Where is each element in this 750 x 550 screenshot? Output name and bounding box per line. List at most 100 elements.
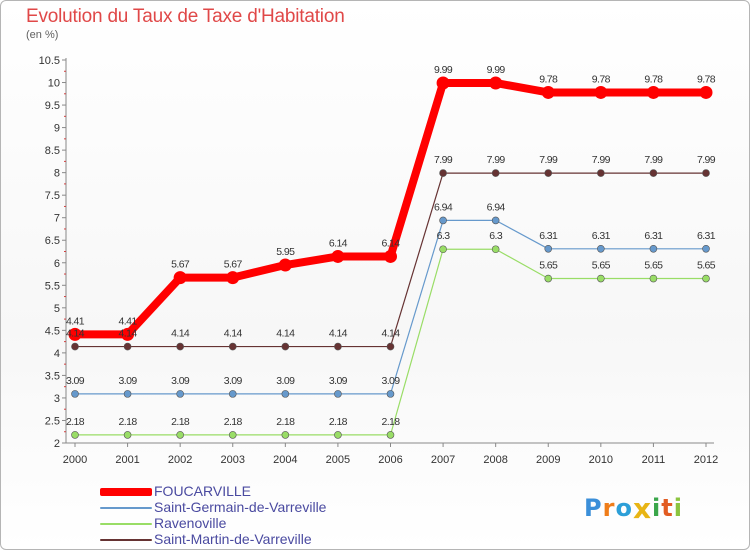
y-tick-label: 9.5 (45, 100, 60, 112)
data-label-3: 4.14 (276, 328, 295, 340)
data-label-2: 2.18 (119, 416, 138, 428)
legend-label: Saint-Germain-de-Varreville (154, 499, 327, 515)
series-point-2 (334, 431, 342, 439)
series-point-3 (597, 169, 605, 177)
series-point-0 (699, 85, 713, 99)
logo-letter: i (652, 494, 662, 522)
y-tick-label: 7 (54, 213, 60, 225)
y-tick-label: 4.5 (45, 325, 60, 337)
y-tick-label: 3.5 (45, 370, 60, 382)
data-label-0: 9.78 (644, 73, 663, 85)
data-label-3: 4.14 (119, 328, 138, 340)
series-point-0 (173, 271, 187, 285)
x-tick-label: 2010 (589, 454, 613, 466)
series-point-2 (386, 431, 395, 439)
data-label-2: 2.18 (66, 416, 85, 428)
series-point-1 (176, 390, 184, 398)
y-tick-label: 10 (48, 78, 60, 90)
logo-letter: P (584, 494, 603, 522)
x-tick-label: 2000 (63, 454, 87, 466)
y-tick-label: 5.5 (45, 280, 60, 292)
series-point-2 (597, 274, 605, 283)
y-tick-label: 6 (54, 258, 60, 270)
proxiti-logo: Proxiti (584, 490, 683, 525)
data-label-1: 6.31 (539, 230, 558, 242)
series-point-0 (436, 76, 450, 90)
series-point-0 (121, 327, 135, 341)
logo-letter: r (602, 494, 616, 522)
legend-swatch (100, 523, 152, 525)
logo-letter: o (615, 494, 633, 522)
y-tick-label: 4 (54, 348, 60, 360)
series-point-3 (281, 342, 290, 351)
series-point-2 (491, 245, 500, 254)
legend-label: Ravenoville (154, 515, 227, 531)
line-chart: 2 2.5 3 3.5 4 4.5 5 5.5 6 6.5 7 7.5 8 8.5 9 9.5 10 10.5 20… (39, 55, 719, 466)
series-point-1 (386, 390, 395, 398)
data-label-1: 6.31 (592, 230, 611, 242)
series-point-2 (228, 431, 237, 439)
logo-letter: x (632, 492, 652, 525)
data-label-2: 2.18 (329, 416, 348, 428)
series-point-1 (123, 390, 132, 398)
data-label-2: 2.18 (381, 416, 400, 428)
data-label-2: 5.65 (644, 260, 663, 272)
series-point-0 (646, 85, 660, 99)
data-label-3: 7.99 (592, 154, 611, 166)
series-point-1 (649, 244, 658, 253)
series-point-3 (334, 342, 342, 351)
x-tick-label: 2011 (642, 454, 666, 466)
logo-letter: i (673, 494, 683, 522)
data-label-1: 6.94 (434, 201, 453, 213)
series-point-3 (123, 342, 132, 351)
series-point-0 (594, 85, 608, 99)
series-point-2 (702, 274, 710, 283)
logo-letter: t (661, 494, 674, 522)
data-label-1: 3.09 (276, 375, 295, 387)
series-point-2 (439, 245, 447, 254)
data-label-0: 6.14 (381, 237, 400, 249)
data-label-1: 3.09 (329, 375, 348, 387)
series-point-3 (176, 342, 184, 351)
data-label-2: 2.18 (276, 416, 295, 428)
data-label-0: 9.99 (434, 64, 453, 76)
series-point-0 (226, 271, 240, 285)
legend-swatch (100, 507, 152, 509)
data-label-3: 7.99 (697, 154, 716, 166)
y-tick-label: 2 (54, 438, 60, 450)
data-label-0: 9.78 (697, 73, 716, 85)
series-point-1 (702, 244, 710, 253)
x-tick-label: 2006 (378, 454, 402, 466)
y-tick-label: 3 (54, 393, 60, 405)
data-label-3: 7.99 (434, 154, 453, 166)
data-label-0: 9.99 (487, 64, 506, 76)
data-label-3: 7.99 (644, 154, 663, 166)
chart-title: Evolution du Taux de Taxe d'Habitation (26, 6, 345, 27)
data-label-2: 2.18 (224, 416, 243, 428)
series-point-1 (228, 390, 237, 398)
x-tick-label: 2007 (431, 454, 455, 466)
data-label-3: 7.99 (539, 154, 558, 166)
x-tick-label: 2012 (694, 454, 718, 466)
series-point-0 (331, 249, 345, 263)
series-point-3 (649, 169, 658, 177)
x-tick-label: 2001 (115, 454, 139, 466)
y-tick-label: 6.5 (45, 235, 60, 247)
data-label-1: 3.09 (66, 375, 85, 387)
series-point-2 (544, 274, 553, 283)
data-label-2: 6.3 (489, 230, 503, 242)
series-point-1 (544, 244, 553, 253)
series-point-3 (386, 342, 395, 351)
series-point-3 (544, 169, 553, 177)
series-point-1 (334, 390, 342, 398)
x-tick-label: 2009 (536, 454, 560, 466)
legend-label: Saint-Martin-de-Varreville (154, 531, 312, 547)
y-tick-label: 8.5 (45, 145, 60, 157)
x-tick-label: 2008 (483, 454, 507, 466)
data-label-2: 5.65 (592, 260, 611, 272)
series-point-0 (541, 85, 555, 99)
data-label-0: 9.78 (592, 73, 611, 85)
series-point-2 (649, 274, 658, 283)
series-point-1 (281, 390, 290, 398)
data-label-1: 3.09 (119, 375, 138, 387)
